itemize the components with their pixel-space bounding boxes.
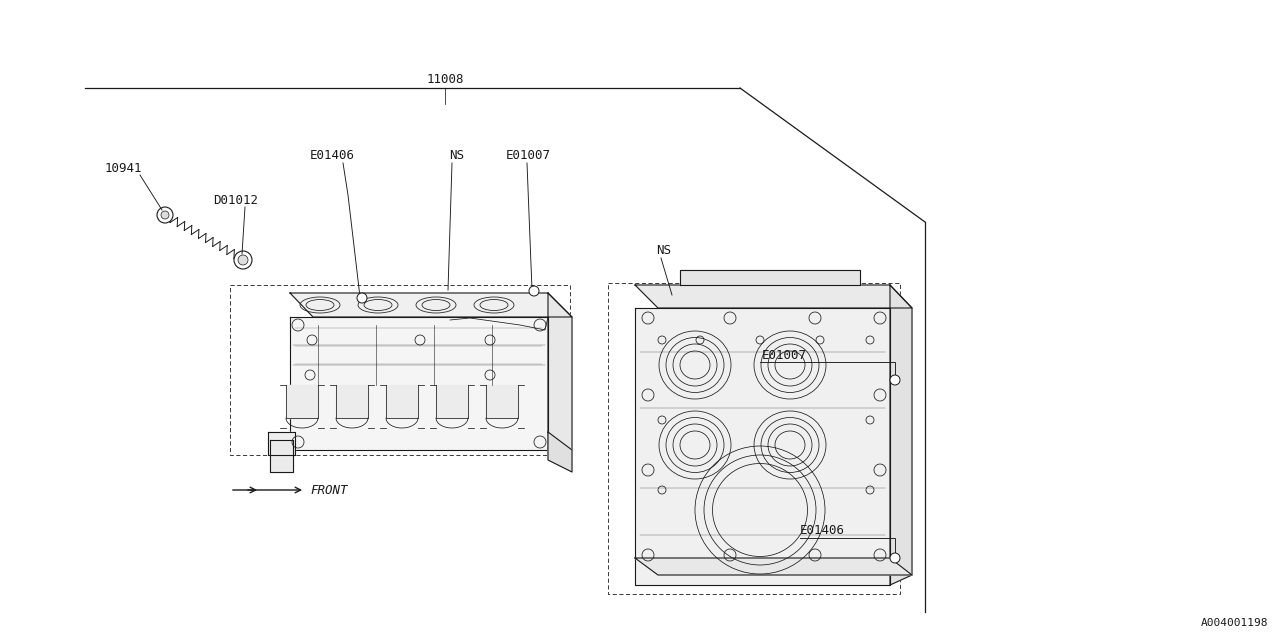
- Polygon shape: [680, 270, 860, 285]
- Polygon shape: [335, 385, 369, 418]
- Text: A004001198: A004001198: [1201, 618, 1268, 628]
- Polygon shape: [635, 285, 911, 308]
- Polygon shape: [486, 385, 518, 418]
- Circle shape: [238, 255, 248, 265]
- Text: FRONT: FRONT: [310, 483, 347, 497]
- Polygon shape: [285, 385, 317, 418]
- Text: NS: NS: [449, 148, 465, 161]
- Circle shape: [890, 375, 900, 385]
- Text: 11008: 11008: [426, 73, 463, 86]
- Polygon shape: [268, 432, 294, 455]
- Polygon shape: [635, 558, 911, 575]
- Polygon shape: [270, 440, 293, 472]
- Text: E01007: E01007: [762, 349, 806, 362]
- Text: 10941: 10941: [105, 161, 142, 175]
- Circle shape: [529, 286, 539, 296]
- Polygon shape: [291, 293, 572, 317]
- Polygon shape: [548, 293, 572, 450]
- Polygon shape: [548, 432, 572, 472]
- Text: E01406: E01406: [310, 148, 355, 161]
- Polygon shape: [387, 385, 419, 418]
- Circle shape: [890, 553, 900, 563]
- Polygon shape: [436, 385, 468, 418]
- Polygon shape: [635, 308, 890, 585]
- Circle shape: [234, 251, 252, 269]
- Text: E01007: E01007: [506, 148, 550, 161]
- Circle shape: [161, 211, 169, 219]
- Text: NS: NS: [657, 243, 671, 257]
- Text: D01012: D01012: [212, 193, 259, 207]
- Text: E01406: E01406: [800, 524, 845, 536]
- Circle shape: [357, 293, 367, 303]
- Polygon shape: [890, 285, 911, 585]
- Polygon shape: [291, 317, 548, 450]
- Circle shape: [157, 207, 173, 223]
